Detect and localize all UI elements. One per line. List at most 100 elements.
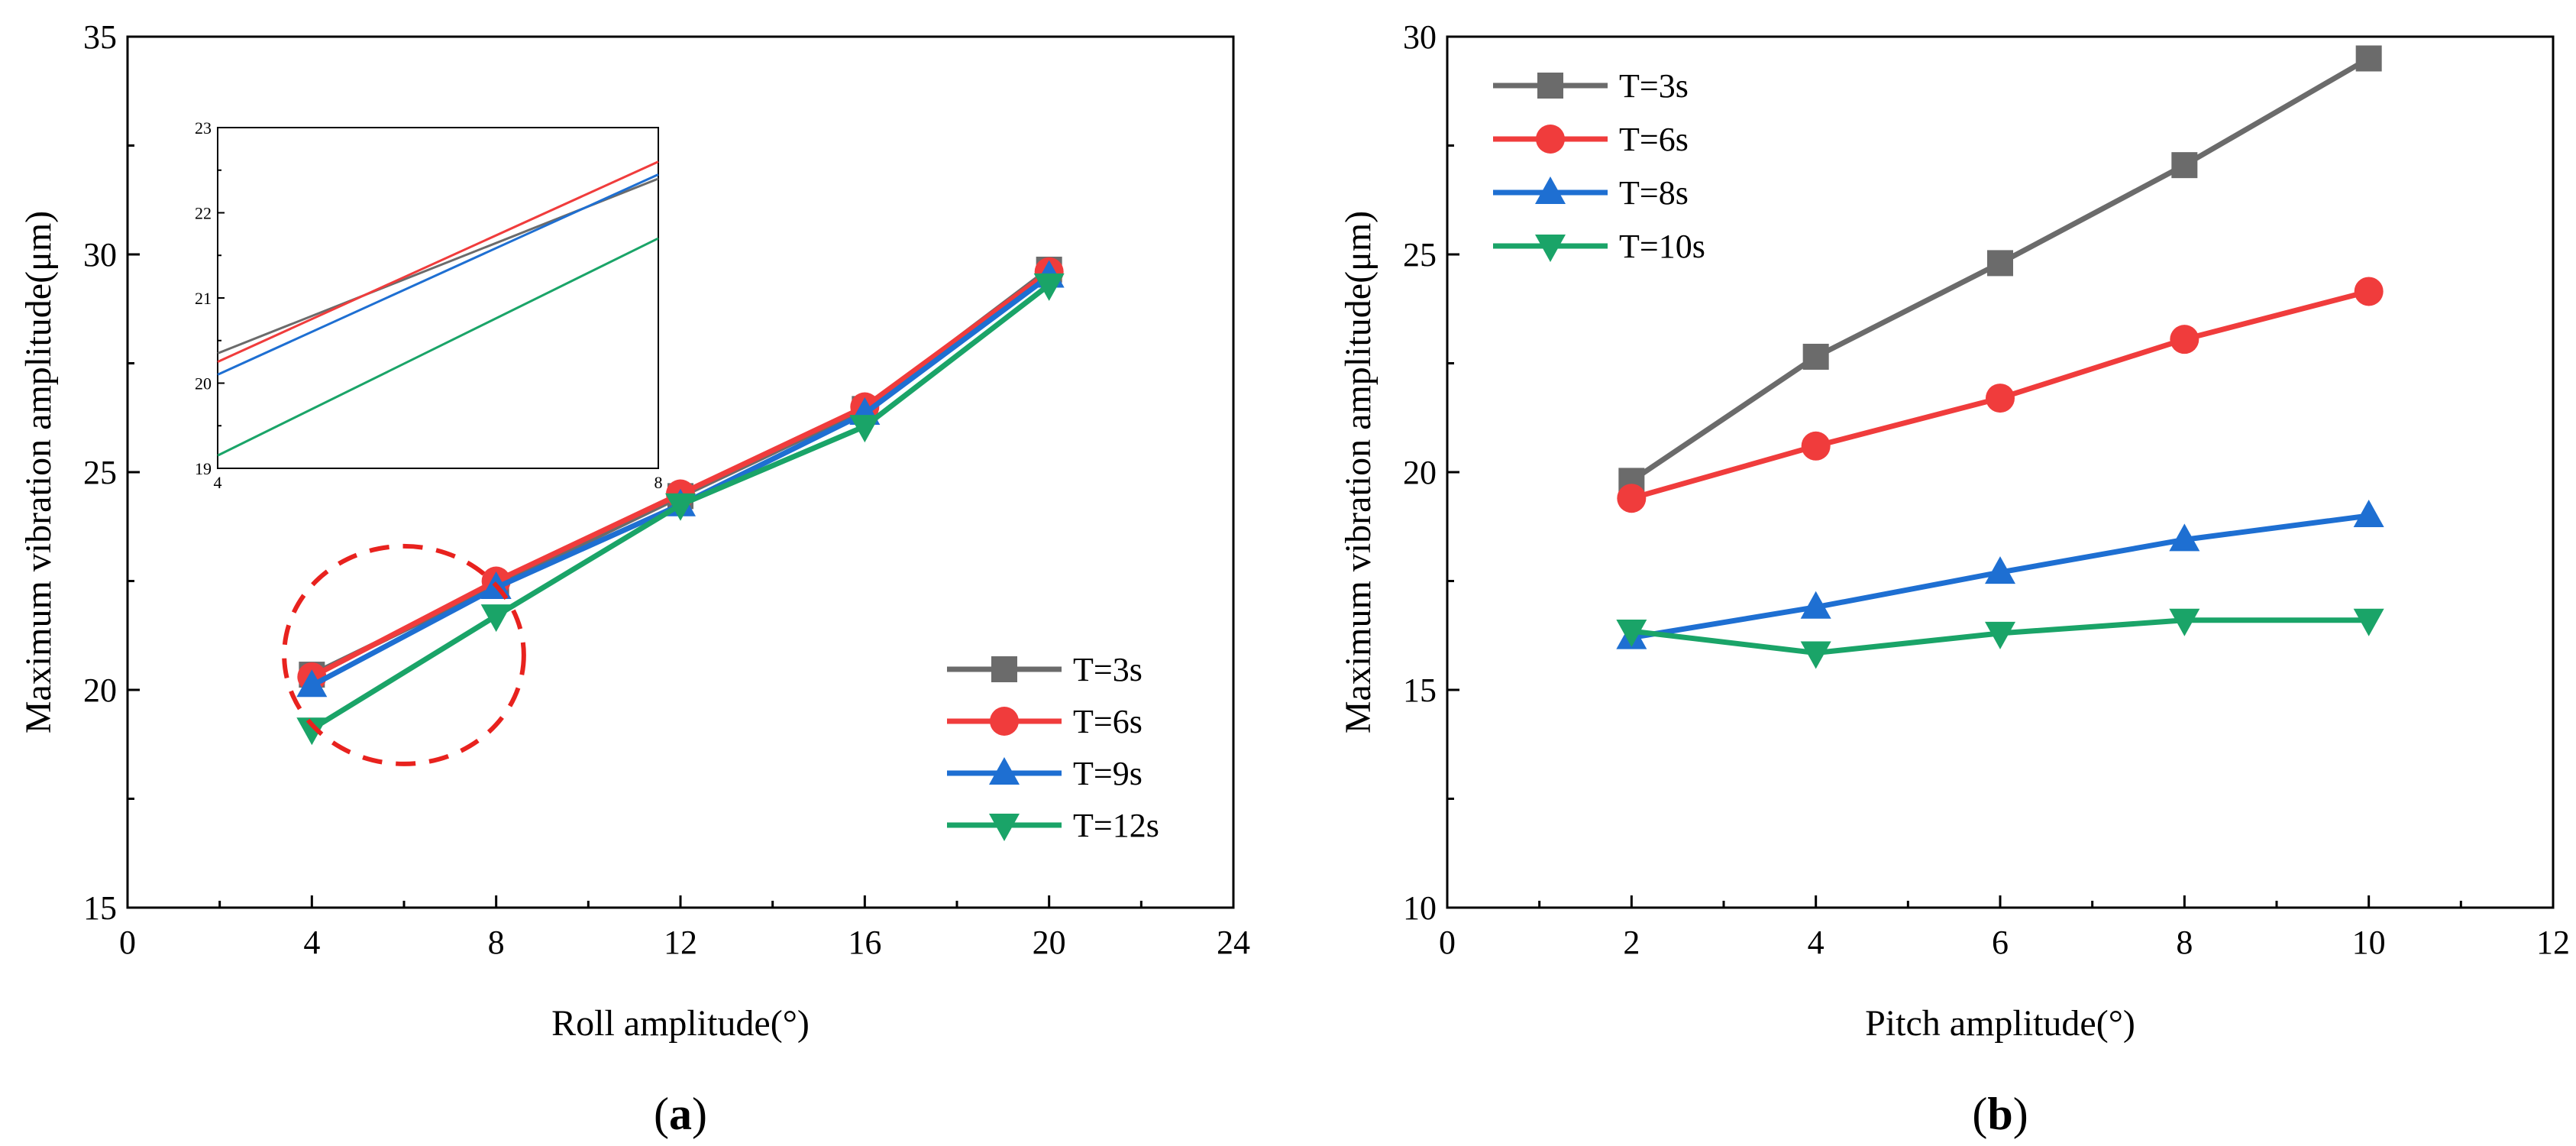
y-tick-label: 15 [1403, 672, 1437, 709]
y-axis-title: Maximum vibration amplitude(μm) [1338, 211, 1378, 733]
series-T=10s [1616, 608, 2384, 669]
inset-chart: 19 20 21 22 23 4 8 [195, 118, 663, 492]
data-point [480, 604, 512, 633]
data-point [2355, 45, 2382, 72]
x-tick-label: 6 [1992, 924, 2009, 961]
x-tick-label: 12 [664, 924, 697, 961]
legend-item: T=12s [947, 807, 1159, 844]
legend-label: T=9s [1073, 755, 1143, 792]
highlight-ellipse [282, 543, 526, 766]
x-tick-label: 4 [1808, 924, 1825, 961]
legend-item: T=6s [1493, 121, 1689, 158]
inset-x-tick-label: 4 [214, 473, 222, 492]
legend-label: T=6s [1073, 703, 1143, 740]
x-tick-label: 12 [2536, 924, 2570, 961]
y-tick-label: 30 [1403, 18, 1437, 56]
legend-item: T=6s [947, 703, 1143, 740]
legend-item: T=8s [1493, 174, 1689, 212]
legend-item: T=9s [947, 755, 1143, 792]
series-T=3s [1618, 45, 2382, 494]
data-point [1800, 641, 1831, 669]
plot-frame [1446, 35, 2555, 909]
legend-item: T=10s [1493, 228, 1705, 265]
data-point [2170, 325, 2199, 354]
data-point [1985, 556, 2015, 584]
legend: T=3s T=6s T=9s T=12s [947, 651, 1159, 844]
panel-label-open: ( [654, 1089, 669, 1139]
legend-marker [1535, 235, 1566, 262]
legend-label: T=3s [1073, 651, 1143, 688]
legend-marker [990, 707, 1019, 736]
y-tick-label: 10 [1403, 889, 1437, 927]
chart-panel-a: 0 4 8 12 16 20 24 15 20 25 30 35 Roll amplitude(°) Ma… [18, 18, 1250, 1139]
data-point [1802, 343, 1829, 370]
legend-label: T=6s [1619, 121, 1689, 158]
data-point [2169, 523, 2200, 552]
data-point [1801, 431, 1831, 461]
legend-marker [989, 814, 1020, 841]
panel-label-close: ) [692, 1089, 707, 1139]
x-tick-label: 4 [303, 924, 320, 961]
x-axis-title: Roll amplitude(°) [551, 1003, 810, 1044]
x-axis-title: Pitch amplitude(°) [1865, 1003, 2135, 1044]
chart-panel-b: 0 2 4 6 8 10 12 10 15 20 25 30 Pitch amplitude(°) Max… [1338, 18, 2570, 1139]
x-tick-label: 8 [2176, 924, 2193, 961]
y-axis-title: Maximum vibration amplitude(μm) [18, 211, 59, 733]
inset-series-line [217, 173, 659, 376]
inset-y-tick-label: 19 [195, 459, 212, 478]
x-tick-label: 8 [488, 924, 505, 961]
data-point [2353, 608, 2384, 636]
inset-y-tick-label: 20 [195, 374, 212, 393]
data-point [296, 669, 328, 698]
legend: T=3s T=6s T=8s T=10s [1493, 67, 1705, 265]
panel-label: (b) [1972, 1089, 2028, 1139]
panel-label: (a) [654, 1089, 707, 1139]
x-tick-label: 0 [1439, 924, 1456, 961]
panel-label-close: ) [2013, 1089, 2028, 1139]
inset-frame [217, 127, 659, 469]
x-tick-label: 2 [1623, 924, 1640, 961]
series-T=12s [296, 273, 1065, 746]
data-point [2169, 608, 2200, 636]
data-point [1987, 250, 2013, 277]
legend-marker [1535, 176, 1566, 204]
panel-label-letter: a [669, 1089, 692, 1139]
data-point [2171, 152, 2198, 179]
data-point [1986, 384, 2015, 413]
legend-marker [989, 757, 1020, 785]
panel-label-letter: b [1987, 1089, 2012, 1139]
legend-label: T=12s [1073, 807, 1159, 844]
data-point [2354, 277, 2384, 306]
data-point [1800, 591, 1831, 619]
data-point [296, 717, 328, 746]
data-point [849, 415, 881, 443]
y-tick-label: 15 [83, 889, 117, 927]
y-tick-label: 20 [1403, 454, 1437, 491]
inset-y-tick-label: 22 [195, 204, 212, 223]
x-tick-label: 0 [119, 924, 136, 961]
series-T=6s [1617, 277, 2384, 513]
x-tick-label: 20 [1033, 924, 1066, 961]
legend-marker [991, 656, 1017, 682]
y-tick-label: 30 [83, 236, 117, 274]
legend-item: T=3s [1493, 67, 1689, 105]
panel-label-open: ( [1972, 1089, 1987, 1139]
x-tick-label: 24 [1217, 924, 1250, 961]
legend-marker [1536, 125, 1565, 154]
data-point [1617, 484, 1647, 513]
y-tick-label: 25 [1403, 236, 1437, 274]
legend-label: T=8s [1619, 174, 1689, 212]
data-point [1033, 273, 1065, 301]
inset-y-tick-label: 21 [195, 289, 212, 308]
data-point [1985, 621, 2015, 649]
inset-series-line [217, 237, 659, 457]
x-tick-label: 10 [2352, 924, 2386, 961]
legend-label: T=3s [1619, 67, 1689, 105]
inset-y-tick-label: 23 [195, 118, 212, 138]
inset-x-tick-label: 8 [655, 473, 663, 492]
data-point [1616, 620, 1647, 648]
y-tick-label: 20 [83, 672, 117, 709]
data-point [2353, 500, 2384, 527]
legend-marker [1537, 73, 1563, 99]
